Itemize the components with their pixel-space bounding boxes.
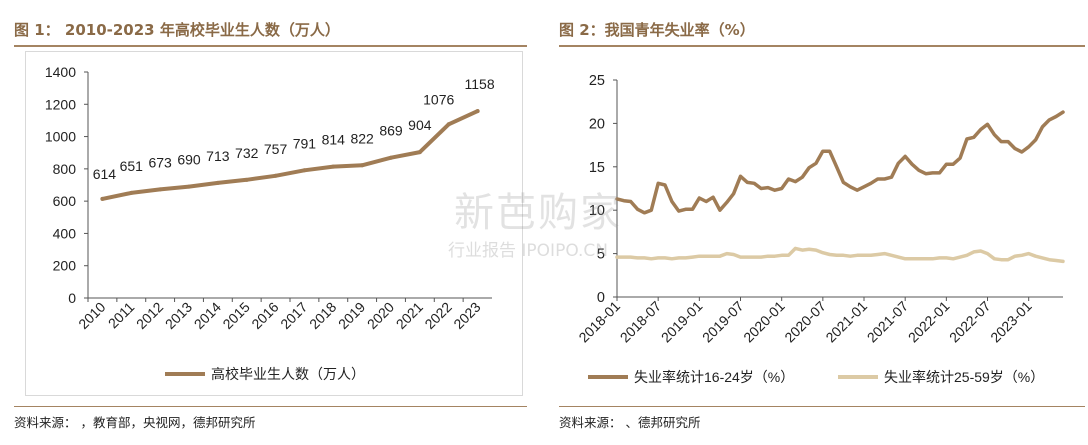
chart-panel-graduates: 图 1： 2010-2023 年高校毕业生人数（万人） 0 200 400 600 80… [0, 0, 530, 445]
y-tick-label: 200 [53, 258, 77, 274]
x-tick-label: 2021 [393, 299, 426, 332]
legend-label: 高校毕业生人数（万人） [211, 366, 365, 382]
x-tick-label: 2018-07 [617, 298, 665, 346]
data-point [389, 155, 393, 160]
y-tick-label: 10 [589, 203, 605, 219]
x-tick-label: 2017 [277, 299, 310, 332]
x-tick-label: 2021-01 [822, 298, 870, 346]
x-tick-label: 2015 [219, 299, 252, 332]
x-tick-label: 2022 [421, 299, 454, 332]
data-label: 869 [379, 123, 403, 139]
source-rule [14, 406, 527, 407]
y-tick-label: 1200 [45, 96, 76, 112]
x-tick-label: 2010 [75, 299, 108, 332]
y-tick-label: 25 [589, 73, 605, 89]
data-label: 673 [148, 154, 172, 170]
source-note: 资料来源： 、德邦研究所 [559, 415, 701, 430]
title-rule [14, 45, 527, 47]
data-point [158, 187, 163, 192]
y-tick-label: 5 [597, 247, 605, 263]
y-tick-label: 1000 [45, 129, 76, 145]
y-tick-label: 0 [68, 290, 76, 306]
data-label: 732 [235, 145, 259, 161]
unemployment-chart-svg: 05101520252018-012018-072019-012019-0720… [575, 73, 1065, 385]
data-point [187, 184, 191, 189]
data-label: 1158 [465, 76, 495, 92]
y-tick-label: 0 [597, 290, 605, 306]
data-label: 614 [93, 166, 117, 182]
y-tick-label: 15 [589, 160, 605, 176]
data-label: 791 [293, 135, 317, 151]
x-tick-label: 2016 [248, 299, 281, 332]
legend-label: 失业率统计16-24岁（%） [634, 369, 794, 385]
x-tick-label: 2022-01 [905, 298, 953, 346]
x-tick-label: 2023 [450, 299, 483, 332]
x-tick-label: 2019 [335, 299, 368, 332]
data-label: 651 [120, 158, 144, 174]
x-tick-label: 2020-01 [740, 298, 788, 346]
x-tick-label: 2018 [306, 299, 339, 332]
data-point [100, 196, 105, 201]
y-tick-label: 20 [589, 116, 605, 132]
y-tick-label: 400 [53, 225, 77, 241]
chart-frame [25, 51, 523, 396]
x-tick-label: 2023-01 [987, 298, 1035, 346]
x-tick-label: 2022-07 [946, 298, 994, 346]
x-tick-label: 2011 [105, 299, 138, 332]
series-line-graduates [100, 109, 480, 201]
data-point [360, 163, 365, 168]
source-note: 资料来源： ，教育部，央视网，德邦研究所 [14, 415, 256, 430]
data-label: 822 [350, 130, 374, 146]
x-tick-label: 2020 [364, 299, 397, 332]
data-label: 713 [206, 148, 230, 164]
x-tick-label: 2013 [162, 299, 195, 332]
y-tick-label: 1400 [45, 64, 76, 80]
x-tick-label: 2020-07 [781, 298, 829, 346]
data-point [475, 109, 480, 114]
data-point [215, 180, 220, 185]
x-tick-label: 2012 [133, 299, 166, 332]
title-rule [559, 45, 1085, 47]
legend-label: 失业率统计25-59岁（%） [884, 369, 1044, 385]
data-point [129, 190, 134, 195]
data-label: 1076 [423, 91, 454, 107]
data-point [446, 122, 451, 127]
x-tick-label: 2021-07 [864, 298, 912, 346]
chart-panel-unemployment: 图 2：我国青年失业率（%） 0 5 10 15 20 25 2018-01 2018-07 2… [553, 0, 1088, 445]
data-point [273, 173, 278, 178]
series-line-25-59 [615, 246, 1065, 264]
y-tick-label: 600 [53, 193, 77, 209]
data-label: 690 [177, 152, 201, 168]
data-point [331, 164, 336, 169]
series-line-16-24 [615, 110, 1065, 215]
data-point [417, 150, 422, 155]
data-point [302, 168, 307, 173]
chart-title: 图 2：我国青年失业率（%） [559, 21, 755, 39]
x-tick-label: 2019-07 [699, 298, 747, 346]
chart-title: 图 1： 2010-2023 年高校毕业生人数（万人） [14, 21, 340, 39]
source-rule [559, 406, 1085, 407]
y-tick-label: 800 [53, 161, 77, 177]
data-label: 757 [264, 141, 288, 157]
x-tick-label: 2019-01 [658, 298, 706, 346]
graduates-chart-svg: 0200400600800100012001400201020112012201… [45, 64, 495, 382]
data-point [244, 177, 249, 182]
data-label: 814 [322, 132, 346, 148]
data-label: 904 [408, 117, 432, 133]
x-tick-label: 2014 [191, 299, 224, 332]
